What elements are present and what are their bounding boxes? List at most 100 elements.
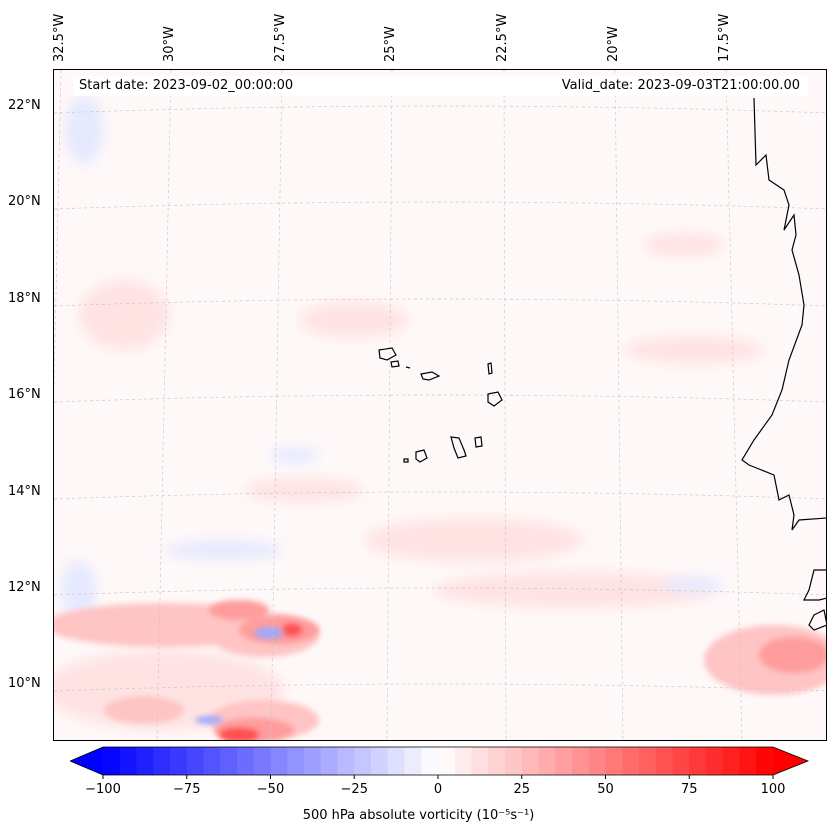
colorbar-level xyxy=(270,747,288,775)
meridian-line xyxy=(156,70,172,740)
colorbar-level xyxy=(421,747,439,775)
colorbar-level xyxy=(253,747,271,775)
colorbar-level xyxy=(588,747,606,775)
lon-label: 27.5°W xyxy=(273,13,288,62)
meridian-line xyxy=(54,70,62,400)
colorbar-level xyxy=(354,747,372,775)
vorticity-patch xyxy=(299,302,409,338)
meridian-line xyxy=(270,70,283,740)
colorbar-tick-label: 50 xyxy=(597,782,614,797)
colorbar-level xyxy=(438,747,456,775)
colorbar-level xyxy=(706,747,724,775)
colorbar-level xyxy=(103,747,121,775)
vorticity-patch xyxy=(434,572,714,608)
colorbar-level xyxy=(756,747,774,775)
colorbar-tick-label: −50 xyxy=(256,782,285,797)
lat-label: 12°N xyxy=(8,580,41,595)
lat-label: 22°N xyxy=(8,98,41,113)
vorticity-max xyxy=(282,624,302,636)
island-sao-vicente xyxy=(390,360,400,368)
colorbar-level xyxy=(722,747,740,775)
colorbar-level xyxy=(505,747,523,775)
colorbar-level xyxy=(304,747,322,775)
colorbar-level xyxy=(471,747,489,775)
island-santiago xyxy=(450,436,467,459)
colorbar-level xyxy=(170,747,188,775)
colorbar-tick-label: 25 xyxy=(513,782,531,797)
colorbar-level xyxy=(203,747,221,775)
vorticity-patch-negative xyxy=(164,540,284,560)
vorticity-patch xyxy=(79,280,169,350)
vorticity-patch xyxy=(624,336,764,364)
island-maio xyxy=(474,436,483,448)
colorbar-level xyxy=(655,747,673,775)
vorticity-min xyxy=(195,716,223,724)
vorticity-patch-negative xyxy=(664,577,724,593)
coastlines xyxy=(378,97,826,631)
vorticity-patch-negative xyxy=(269,447,319,463)
island-santo-antao xyxy=(378,347,397,361)
africa-coastline xyxy=(741,97,826,531)
island-fogo xyxy=(415,449,428,463)
colorbar-tick-label: 100 xyxy=(760,782,786,797)
meridian-line xyxy=(725,70,743,740)
colorbar-level xyxy=(153,747,171,775)
valid-date-label: Valid_date: 2023-09-03T21:00:00.00 xyxy=(561,78,800,93)
lon-label: 30°W xyxy=(162,26,177,62)
parallel-line xyxy=(54,587,826,596)
parallel-line xyxy=(54,683,826,692)
lat-label: 18°N xyxy=(8,291,41,306)
colorbar xyxy=(70,746,810,779)
colorbar-level xyxy=(337,747,355,775)
vorticity-patch xyxy=(364,518,584,562)
vorticity-max xyxy=(219,728,259,740)
colorbar-extend-min xyxy=(70,747,103,775)
africa-coastline-south xyxy=(803,569,826,631)
meridian-line xyxy=(614,70,624,740)
colorbar-level xyxy=(555,747,573,775)
parallel-line xyxy=(54,201,826,210)
colorbar-level xyxy=(404,747,422,775)
colorbar-level xyxy=(622,747,640,775)
vorticity-patch xyxy=(244,478,364,502)
vorticity-patch xyxy=(209,600,269,620)
info-bar xyxy=(73,76,808,96)
colorbar-level xyxy=(454,747,472,775)
colorbar-level xyxy=(371,747,389,775)
lat-label: 14°N xyxy=(8,484,41,499)
vorticity-patch xyxy=(759,637,826,673)
colorbar-level xyxy=(605,747,623,775)
colorbar-level xyxy=(739,747,757,775)
colorbar-level xyxy=(237,747,255,775)
vorticity-patch-negative xyxy=(64,95,104,165)
lon-label: 17.5°W xyxy=(717,13,732,62)
meridian-line xyxy=(503,70,507,740)
colorbar-level xyxy=(488,747,506,775)
vorticity-field xyxy=(54,95,826,740)
parallel-line xyxy=(54,394,826,403)
parallel-line xyxy=(54,298,826,307)
graticule xyxy=(54,70,826,740)
map-panel xyxy=(53,69,827,741)
island-sao-nicolau xyxy=(420,371,441,381)
colorbar-tick-label: 75 xyxy=(680,782,698,797)
colorbar-level xyxy=(572,747,590,775)
colorbar-level xyxy=(119,747,137,775)
colorbar-tick-label: 0 xyxy=(433,782,443,797)
colorbar-tick-label: −75 xyxy=(173,782,201,797)
colorbar-level xyxy=(689,747,707,775)
start-date-label: Start date: 2023-09-02_00:00:00 xyxy=(79,78,294,93)
lat-label: 20°N xyxy=(8,194,41,209)
vorticity-patch xyxy=(104,696,184,724)
colorbar-level xyxy=(220,747,238,775)
colorbar-level xyxy=(320,747,338,775)
parallel-line xyxy=(54,491,826,500)
colorbar-level xyxy=(521,747,539,775)
lat-label: 16°N xyxy=(8,387,41,402)
colorbar-level xyxy=(186,747,204,775)
island-brava xyxy=(403,458,409,463)
lon-label: 32.5°W xyxy=(52,13,67,62)
colorbar-level xyxy=(287,747,305,775)
colorbar-tick-label: −100 xyxy=(85,782,121,797)
meridian-line xyxy=(386,70,393,740)
